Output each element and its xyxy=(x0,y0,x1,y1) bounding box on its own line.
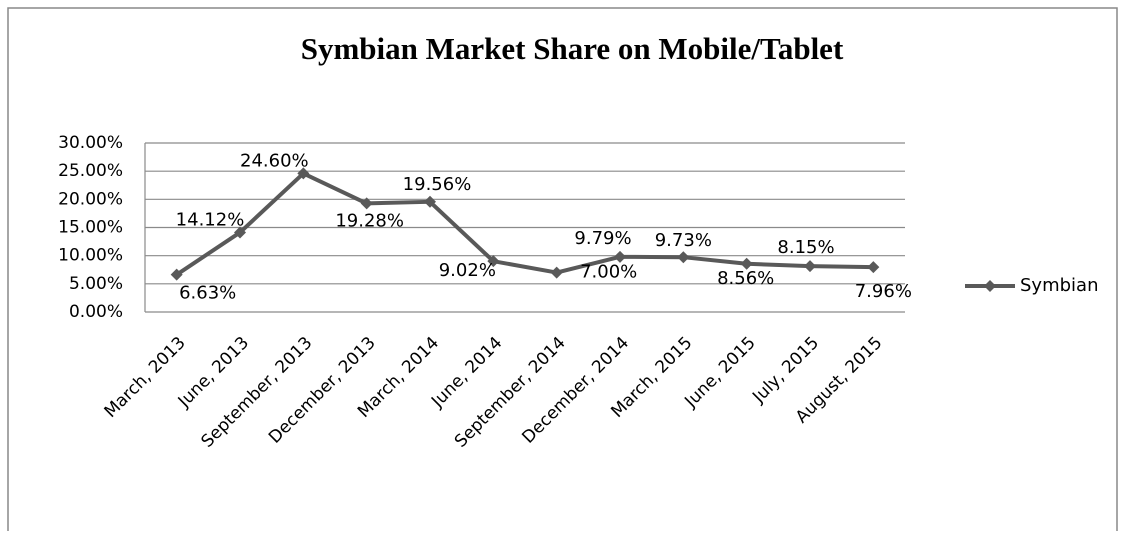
y-tick-label: 10.00% xyxy=(58,246,123,266)
y-tick-label: 20.00% xyxy=(58,189,123,209)
y-tick-label: 15.00% xyxy=(58,218,123,238)
y-tick-label: 30.00% xyxy=(58,133,123,153)
y-tick-label: 5.00% xyxy=(69,274,123,294)
data-marker xyxy=(614,250,626,263)
chart-title: Symbian Market Share on Mobile/Tablet xyxy=(301,31,844,66)
data-label: 9.73% xyxy=(655,230,712,251)
data-label: 19.56% xyxy=(403,174,472,195)
data-marker xyxy=(297,167,310,180)
data-marker xyxy=(550,266,563,279)
data-marker xyxy=(170,268,183,281)
data-marker xyxy=(804,260,816,273)
y-tick-label: 0.00% xyxy=(69,302,123,322)
data-marker xyxy=(740,257,753,270)
data-label: 19.28% xyxy=(335,210,404,231)
series-line xyxy=(175,171,874,277)
data-label: 8.15% xyxy=(777,237,834,258)
data-label: 6.63% xyxy=(179,283,236,304)
data-marker xyxy=(487,255,500,268)
data-label: 9.02% xyxy=(439,260,496,281)
data-marker xyxy=(677,251,690,264)
data-marker xyxy=(424,195,436,208)
data-label: 7.00% xyxy=(580,262,637,283)
legend-label: Symbian xyxy=(1020,275,1098,296)
data-label: 24.60% xyxy=(240,150,309,171)
data-marker xyxy=(867,261,880,274)
legend-marker xyxy=(984,280,996,292)
data-label: 7.96% xyxy=(855,281,912,302)
data-label: 14.12% xyxy=(176,209,245,230)
data-label: 9.79% xyxy=(574,228,631,249)
data-marker xyxy=(360,197,373,210)
data-marker xyxy=(234,226,246,239)
data-label: 8.56% xyxy=(717,268,774,289)
y-tick-label: 25.00% xyxy=(58,161,123,181)
